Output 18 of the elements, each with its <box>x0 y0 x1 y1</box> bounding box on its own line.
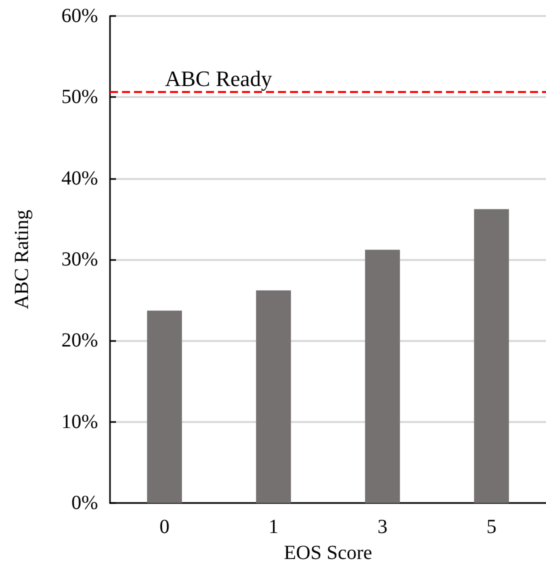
x-tick-label: 1 <box>268 516 278 538</box>
x-axis-title: EOS Score <box>284 542 372 564</box>
bar <box>474 209 509 503</box>
x-tick-label: 0 <box>160 516 170 538</box>
y-axis-title: ABC Rating <box>11 210 33 310</box>
y-tick-label: 0% <box>71 492 98 514</box>
x-tick-label: 5 <box>486 516 496 538</box>
y-tick-label: 40% <box>61 167 98 190</box>
ref-line-label: ABC Ready <box>165 66 272 91</box>
bar <box>256 290 291 503</box>
x-tick-label: 3 <box>378 516 388 538</box>
y-tick-label: 10% <box>61 410 98 433</box>
y-tick-label: 60% <box>61 5 98 27</box>
bar <box>147 310 182 503</box>
bar <box>365 250 400 503</box>
y-tick-label: 30% <box>61 248 98 270</box>
y-tick-label: 20% <box>61 330 98 352</box>
y-tick-label: 50% <box>61 86 98 108</box>
